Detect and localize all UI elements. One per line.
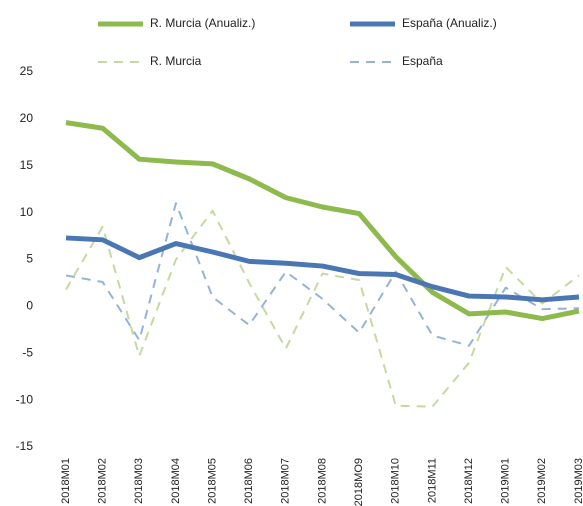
x-tick-label: 2018M06	[243, 458, 255, 504]
x-tick-label: 2019M02	[536, 458, 548, 504]
x-tick-label: 2018M03	[133, 458, 145, 504]
series-line	[65, 202, 579, 347]
series-line	[65, 209, 580, 408]
y-tick-label: 20	[20, 111, 34, 125]
series-line	[65, 120, 580, 322]
x-tick-label: 2019M01	[500, 458, 512, 504]
x-tick-label: 2018M07	[280, 458, 292, 504]
legend-label: R. Murcia	[150, 54, 202, 68]
y-tick-label: -15	[16, 439, 34, 453]
x-tick-label: 2018M11	[426, 458, 438, 503]
x-tick-label: 2018M04	[170, 458, 182, 504]
x-tick-label: 2018M01	[60, 458, 72, 504]
legend-label: España	[402, 54, 443, 68]
x-tick-label: 2019M03	[573, 458, 583, 504]
x-tick-label: 2018M08	[316, 458, 328, 504]
x-tick-label: 2018M10	[390, 458, 402, 504]
x-tick-label: 2018M05	[206, 458, 218, 504]
y-tick-label: 25	[20, 64, 34, 78]
y-tick-label: 0	[26, 299, 33, 313]
legend-label: España (Anualiz.)	[402, 16, 497, 30]
legend-label: R. Murcia (Anualiz.)	[150, 16, 255, 30]
y-tick-label: 5	[26, 252, 33, 266]
series-line	[65, 235, 580, 303]
x-tick-label: 2018M12	[463, 458, 475, 504]
y-tick-label: 15	[20, 158, 34, 172]
x-tick-label: 2018M02	[97, 458, 109, 504]
x-tick-label: 2018MO9	[353, 458, 365, 506]
y-tick-label: 10	[20, 205, 34, 219]
y-tick-label: -10	[16, 392, 34, 406]
y-tick-label: -5	[22, 345, 33, 359]
